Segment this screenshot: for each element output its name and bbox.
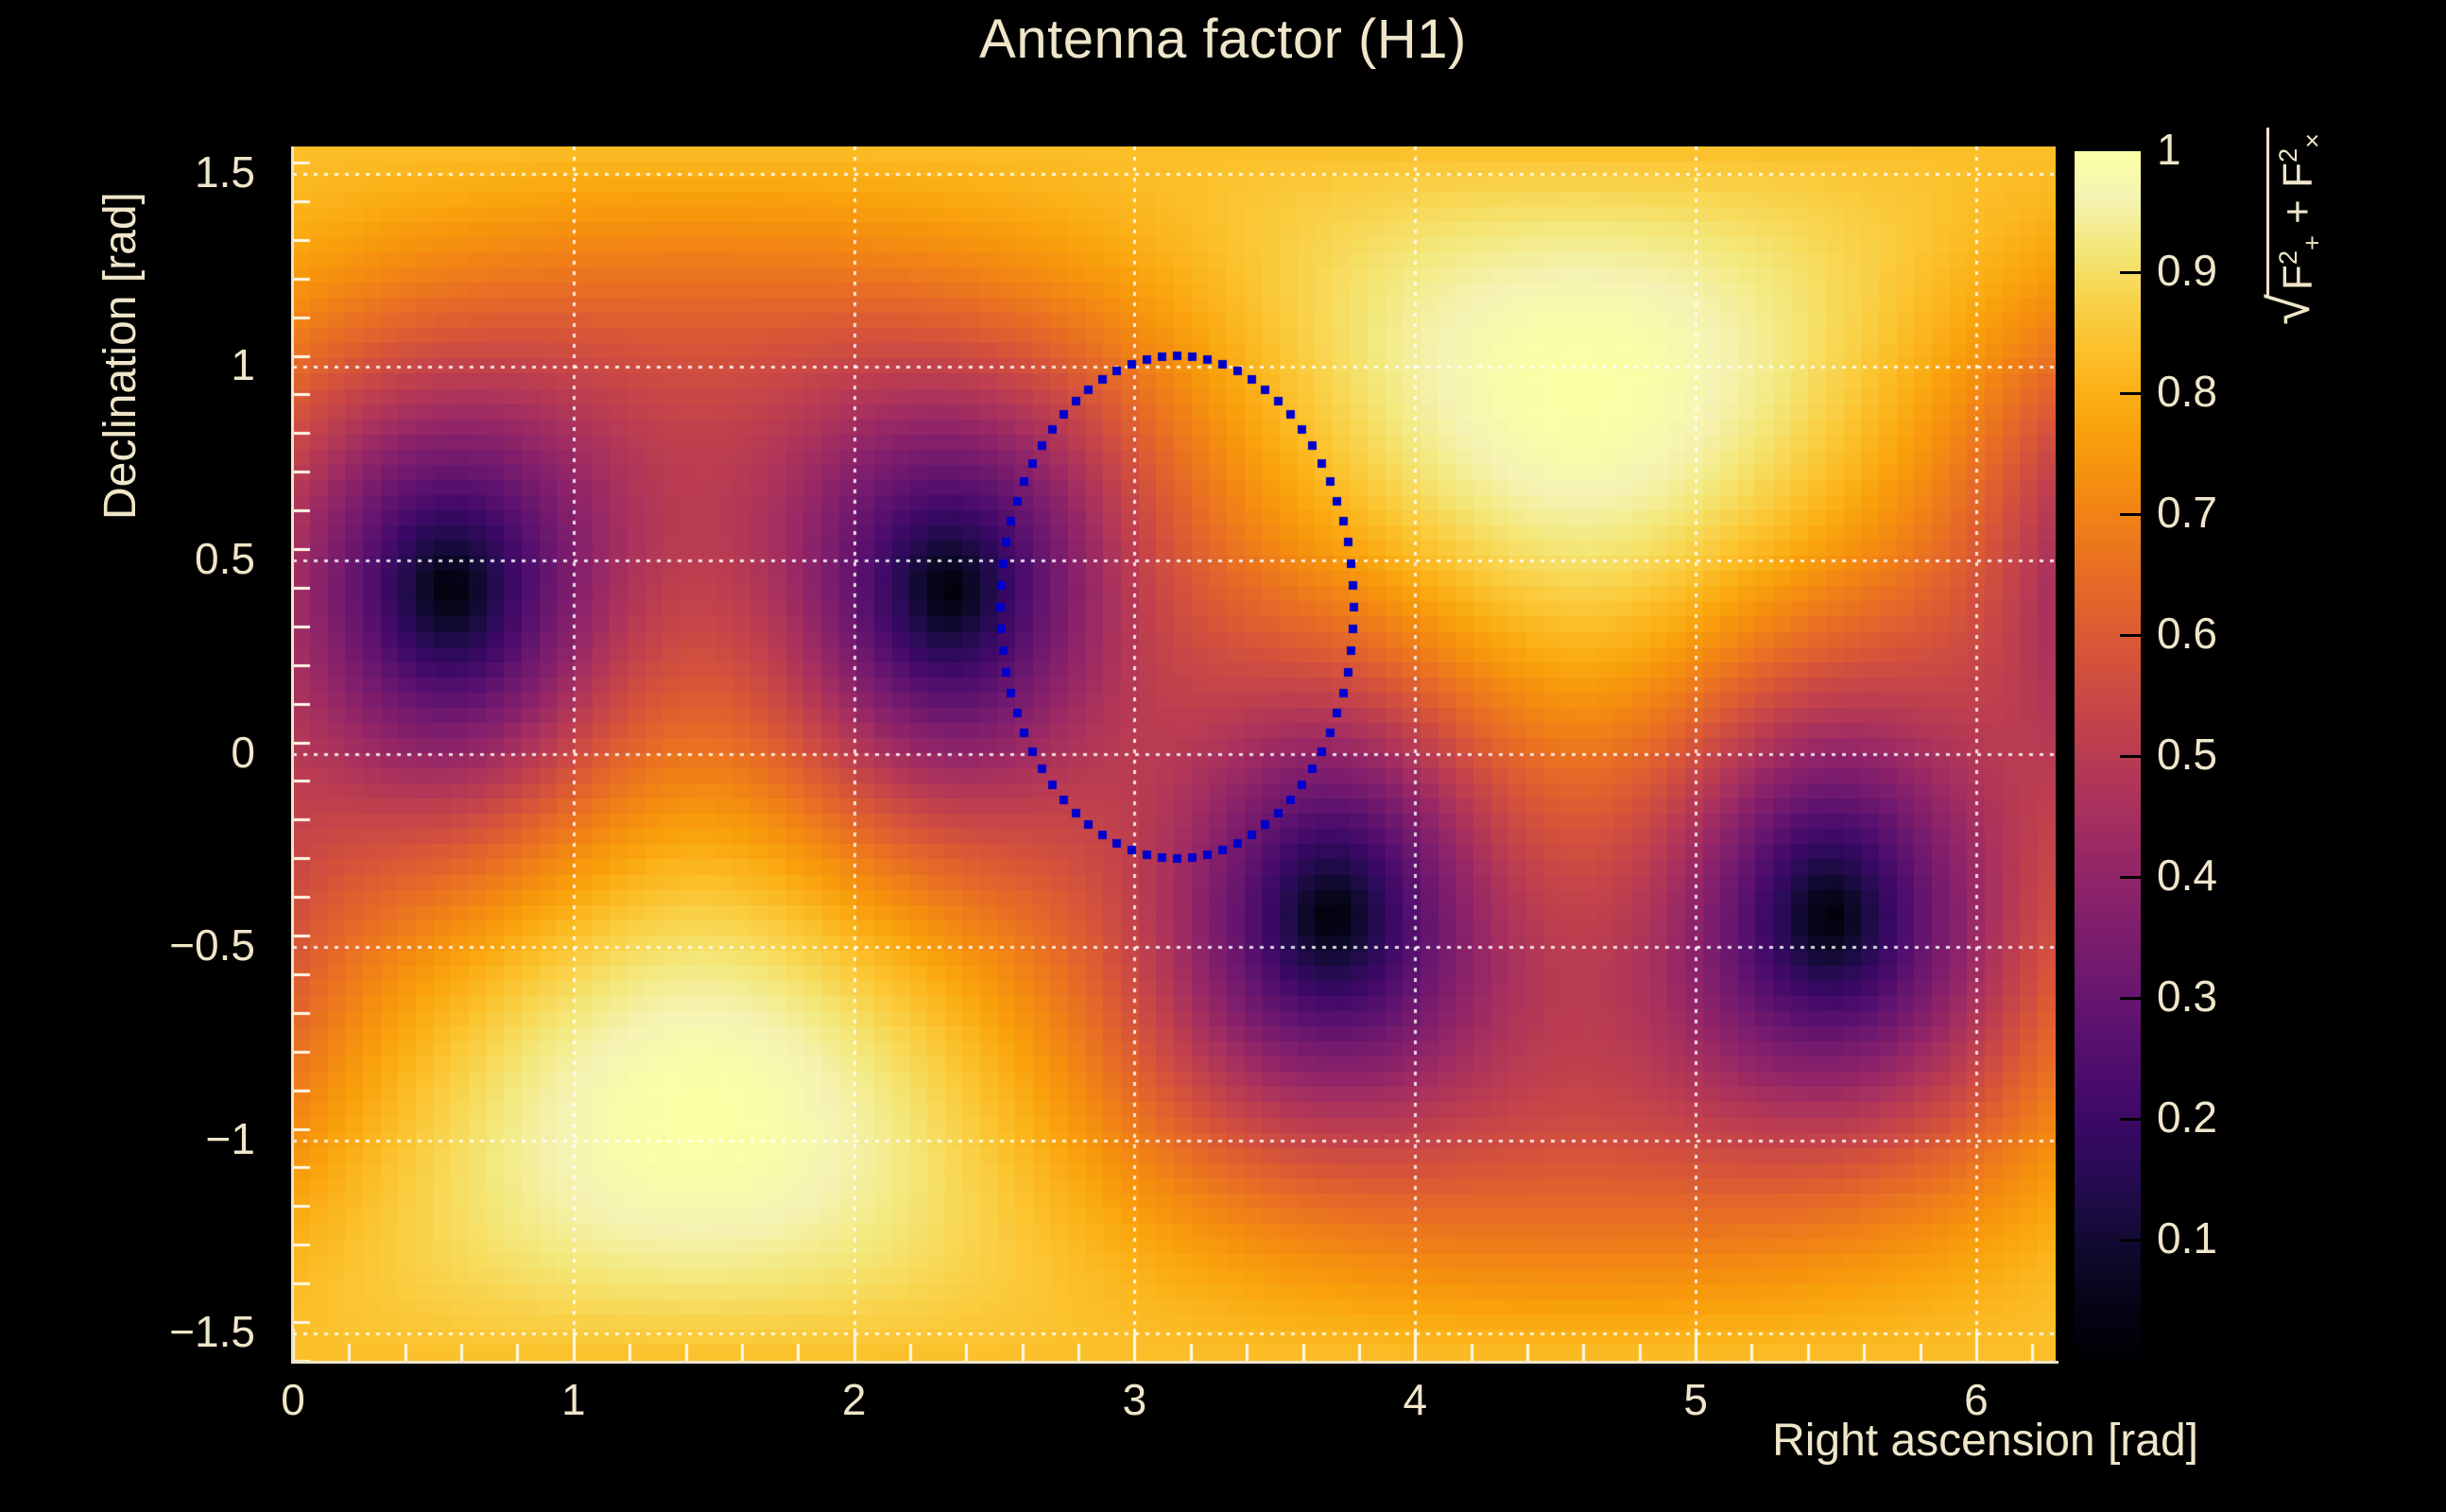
x-tick-label: 6 [1964,1375,1989,1424]
sqrt-radicand: F2+ + F2× [2266,127,2327,297]
y-tick-label: −1.5 [169,1307,255,1357]
colorbar-tick-mark [2120,1239,2141,1242]
colorbar-axis-title: √ F2+ + F2× [2258,127,2327,325]
colorbar-tick-mark [2120,755,2141,758]
y-tick-label: 0 [231,727,255,777]
colorbar-tick-mark [2120,997,2141,1000]
sqrt-expression: √ F2+ + F2× [2258,127,2327,325]
y-tick-label: 1 [231,340,255,390]
radical-icon: √ [2258,294,2321,325]
x-tick-label: 0 [281,1375,305,1424]
y-axis-line [291,146,294,1364]
y-tick-label: 0.5 [195,533,255,583]
colorbar-tick-mark [2120,876,2141,879]
x-axis-title: Right ascension [rad] [1772,1416,2198,1466]
heatmap-plot-area [293,146,2056,1361]
colorbar-tick-label: 1 [2157,125,2181,174]
x-tick-label: 1 [561,1375,586,1424]
colorbar-tick-mark [2120,634,2141,637]
term-f-cross-exponent: 2 [2273,147,2302,163]
page-title: Antenna factor (H1) [979,9,1467,70]
x-tick-label: 2 [841,1375,867,1424]
term-f-cross-base: F [2274,163,2321,188]
term-f-plus-base: F [2274,265,2321,291]
x-axis-line [291,1361,2058,1364]
x-tick-label: 4 [1403,1375,1428,1424]
term-f-plus-subscript: + [2297,235,2327,250]
colorbar-tick-label: 0.1 [2157,1213,2217,1263]
colorbar-tick-label: 0.9 [2157,246,2217,295]
y-tick-label: −1 [205,1113,255,1163]
colorbar-tick-label: 0.6 [2157,609,2217,658]
y-tick-label: −0.5 [169,920,255,970]
plus-operator: + [2274,199,2321,224]
colorbar-tick-label: 0.8 [2157,367,2217,416]
colorbar-tick-mark [2120,513,2141,516]
colorbar-tick-label: 0.3 [2157,971,2217,1021]
colorbar-tick-label: 0.4 [2157,850,2217,900]
colorbar-tick-mark [2120,271,2141,274]
x-tick-label: 5 [1683,1375,1708,1424]
colorbar-tick-mark [2120,1118,2141,1121]
colorbar-tick-label: 0.2 [2157,1092,2217,1142]
colorbar-tick-label: 0.5 [2157,730,2217,779]
y-tick-label: 1.5 [195,146,255,197]
grid-and-contour-overlay [293,146,2056,1361]
x-tick-label: 3 [1122,1375,1147,1424]
term-f-cross-subscript: × [2297,132,2327,148]
colorbar-tick-mark [2120,392,2141,395]
term-f-plus-exponent: 2 [2273,250,2302,266]
colorbar-tick-label: 0.7 [2157,488,2217,537]
